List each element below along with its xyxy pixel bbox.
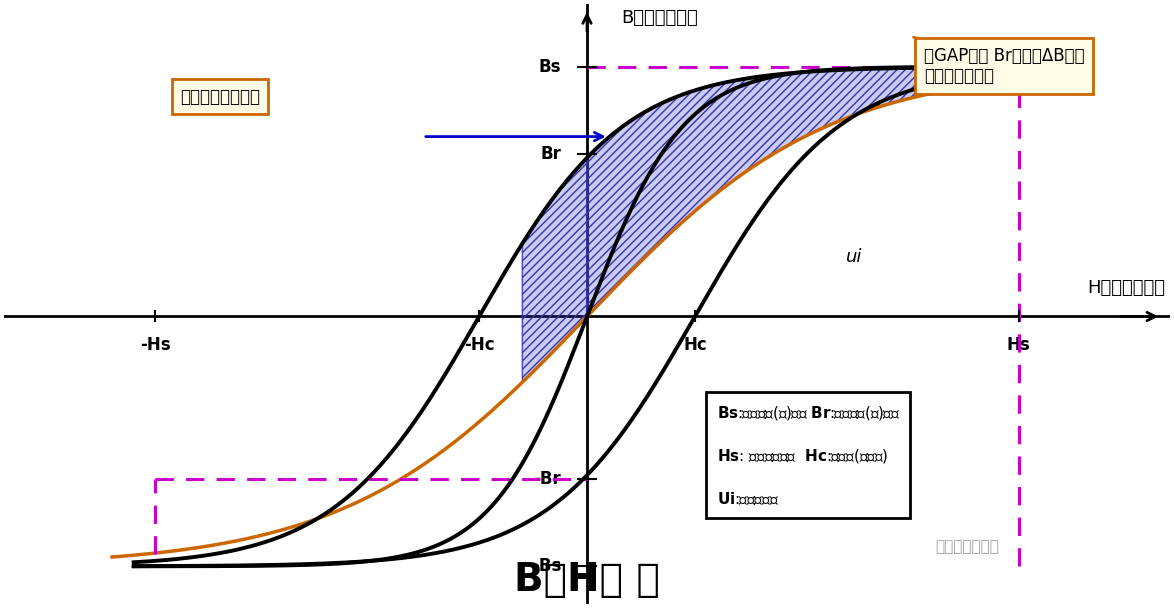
Text: ui: ui [846, 247, 863, 266]
Text: B－H曲 線: B－H曲 線 [514, 561, 660, 599]
Text: -Hc: -Hc [464, 336, 494, 354]
Text: H（磁場強度）: H（磁場強度） [1087, 278, 1166, 297]
Text: 電源研发精英圈: 電源研发精英圈 [935, 539, 999, 554]
Text: Hc: Hc [683, 336, 707, 354]
Text: Br: Br [540, 145, 561, 163]
Text: $\mathbf{Bs}$:飽和磁通(束)密度 $\mathbf{Br}$:殘留磁通(束)密度

$\mathbf{Hs}$: 飽和磁場強度  $\mathbf: $\mathbf{Bs}$:飽和磁通(束)密度 $\mathbf{Br}$:殘留… [716, 404, 899, 507]
Text: Hs: Hs [1007, 336, 1031, 354]
Text: -Br: -Br [533, 470, 561, 488]
Text: -Bs: -Bs [532, 558, 561, 575]
Text: 加GAP曲線 Br下降，ΔB增加
傳遞能力增大．: 加GAP曲線 Br下降，ΔB增加 傳遞能力增大． [924, 47, 1085, 86]
Text: 傳遞磁能區間增加: 傳遞磁能區間增加 [180, 88, 259, 106]
Text: B（磁通密度）: B（磁通密度） [621, 9, 699, 27]
Text: Bs: Bs [539, 58, 561, 75]
Text: -Hs: -Hs [140, 336, 170, 354]
